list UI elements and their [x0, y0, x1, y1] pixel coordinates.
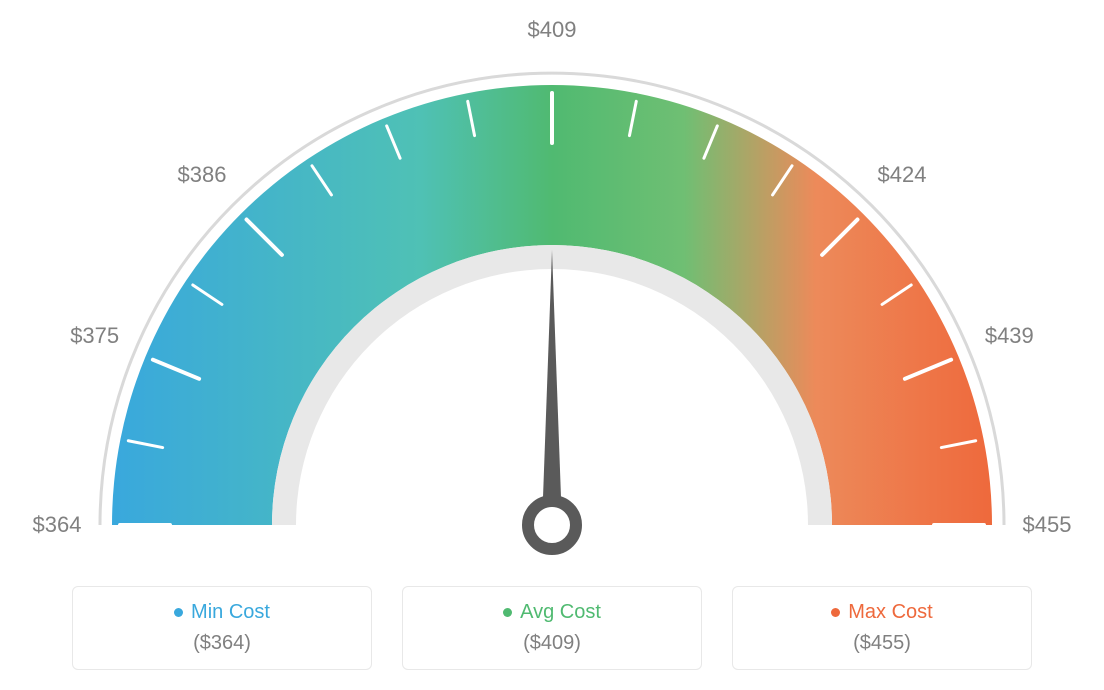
gauge-tick-label: $439 — [985, 323, 1034, 349]
gauge-tick-label: $375 — [70, 323, 119, 349]
legend-card-avg: Avg Cost ($409) — [402, 586, 702, 670]
legend-title-min: Min Cost — [73, 601, 371, 624]
gauge-tick-label: $386 — [177, 162, 226, 188]
legend-value-min: ($364) — [73, 632, 371, 655]
legend-card-min: Min Cost ($364) — [72, 586, 372, 670]
legend-dot-avg — [503, 608, 512, 617]
gauge-tick-label: $424 — [878, 162, 927, 188]
legend-value-avg: ($409) — [403, 632, 701, 655]
gauge-svg — [0, 0, 1104, 580]
cost-gauge-chart: { "gauge": { "type": "gauge", "center_x"… — [0, 0, 1104, 690]
legend-value-max: ($455) — [733, 632, 1031, 655]
legend-row: Min Cost ($364) Avg Cost ($409) Max Cost… — [0, 586, 1104, 670]
legend-label-avg: Avg Cost — [520, 601, 601, 623]
legend-label-min: Min Cost — [191, 601, 270, 623]
legend-dot-max — [831, 608, 840, 617]
legend-title-avg: Avg Cost — [403, 601, 701, 624]
legend-label-max: Max Cost — [848, 601, 932, 623]
gauge-tick-label: $455 — [1023, 512, 1072, 538]
gauge-tick-label: $409 — [528, 17, 577, 43]
legend-dot-min — [174, 608, 183, 617]
legend-title-max: Max Cost — [733, 601, 1031, 624]
legend-card-max: Max Cost ($455) — [732, 586, 1032, 670]
gauge-tick-label: $364 — [33, 512, 82, 538]
gauge-area: $364 $375 $386 $409 $424 $439 $455 — [0, 0, 1104, 580]
